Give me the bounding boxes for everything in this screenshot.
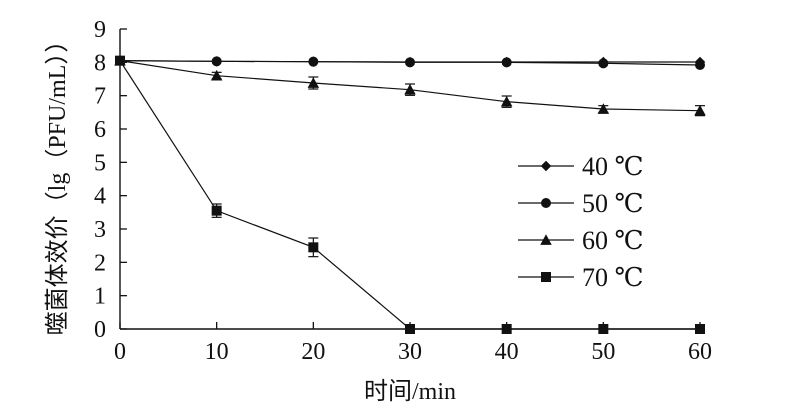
data-point xyxy=(210,69,223,81)
x-tick-label: 60 xyxy=(688,339,712,365)
series-4 xyxy=(115,55,705,334)
data-point xyxy=(500,95,513,107)
data-point xyxy=(307,77,320,88)
x-tick-label: 50 xyxy=(591,339,615,365)
x-tick-label: 30 xyxy=(398,339,422,365)
data-point xyxy=(308,56,319,67)
legend-item: 70 ℃ xyxy=(518,263,644,292)
data-point xyxy=(405,57,415,68)
data-point xyxy=(404,83,416,95)
data-point xyxy=(211,205,222,216)
data-point xyxy=(405,324,415,334)
legend-item: 40 ℃ xyxy=(518,152,644,181)
x-tick-label: 40 xyxy=(495,339,519,365)
legend-item: 50 ℃ xyxy=(518,189,644,218)
y-tick-label: 0 xyxy=(94,317,106,343)
y-tick-label: 4 xyxy=(94,184,106,210)
y-tick-label: 9 xyxy=(94,17,106,43)
y-tick-label: 7 xyxy=(94,84,106,110)
y-axis-title: 噬菌体效价（lg（PFU/mL）） xyxy=(44,29,71,336)
series-2 xyxy=(115,55,705,70)
x-tick-label: 10 xyxy=(205,339,229,365)
x-axis: 0 10 20 30 40 50 60 xyxy=(114,322,712,365)
data-point xyxy=(308,242,319,253)
series-3 xyxy=(114,54,706,117)
data-point xyxy=(695,324,705,334)
y-tick-label: 8 xyxy=(94,50,106,76)
data-point xyxy=(694,104,706,116)
legend-label: 60 ℃ xyxy=(582,226,644,255)
data-point xyxy=(540,160,552,172)
y-tick-label: 3 xyxy=(94,217,106,243)
data-point xyxy=(501,324,512,334)
data-point xyxy=(501,57,512,68)
data-point xyxy=(541,198,551,208)
y-tick-label: 1 xyxy=(94,284,106,310)
data-point xyxy=(598,324,609,334)
y-tick-label: 6 xyxy=(94,117,106,143)
series-layer xyxy=(114,54,706,334)
legend-item: 60 ℃ xyxy=(518,226,644,255)
x-tick-label: 0 xyxy=(114,339,126,365)
data-point xyxy=(540,234,552,245)
x-tick-label: 20 xyxy=(301,339,325,365)
x-axis-title: 时间/min xyxy=(364,378,456,405)
data-point xyxy=(597,103,610,114)
y-axis: 0 1 2 3 4 5 6 7 8 9 xyxy=(94,17,127,343)
legend-label: 70 ℃ xyxy=(582,263,644,292)
y-tick-label: 2 xyxy=(94,250,106,276)
legend-label: 40 ℃ xyxy=(582,152,644,181)
legend-label: 50 ℃ xyxy=(582,189,644,218)
data-point xyxy=(541,272,551,282)
data-point xyxy=(211,56,222,67)
data-point xyxy=(115,55,125,66)
legend: 40 ℃ 50 ℃ 60 ℃ 70 ℃ xyxy=(518,152,644,292)
y-tick-label: 5 xyxy=(94,150,106,176)
data-point xyxy=(598,58,609,69)
data-point xyxy=(695,60,705,70)
